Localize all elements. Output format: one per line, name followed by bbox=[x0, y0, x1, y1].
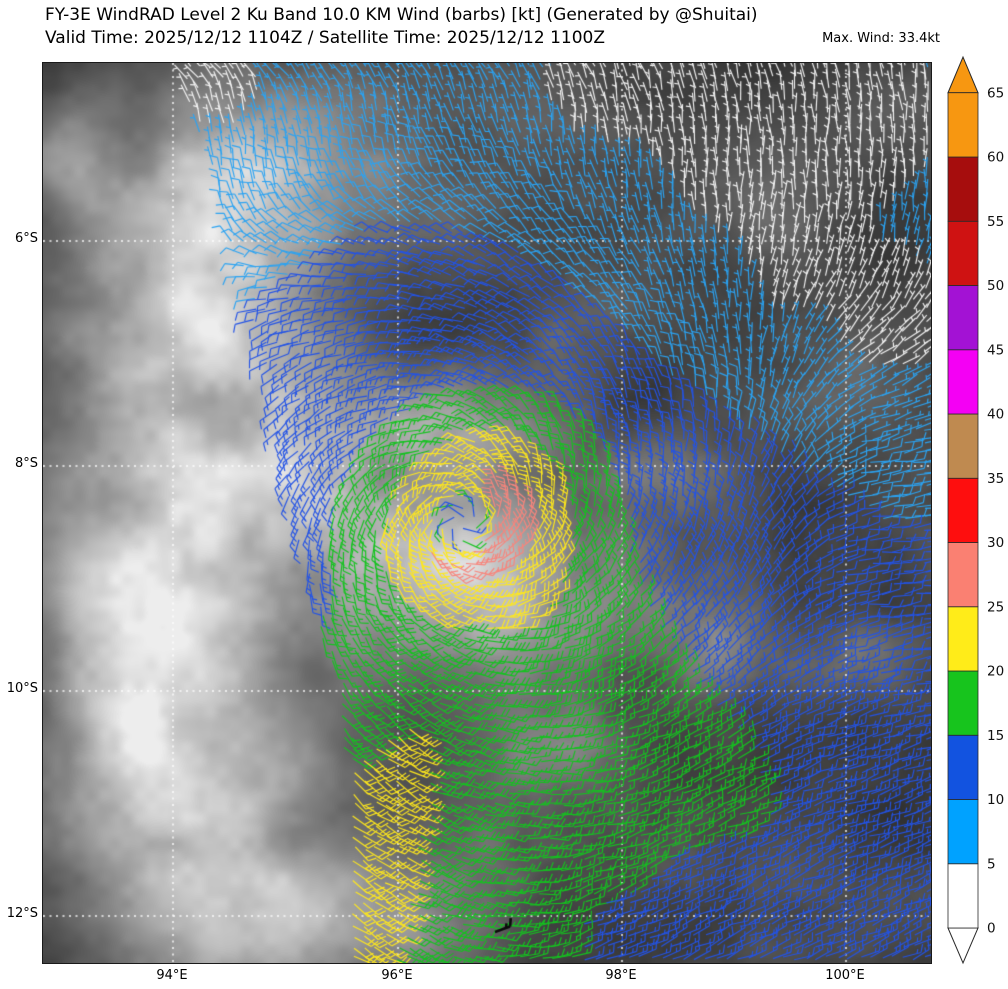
lat-tick-label: 6°S bbox=[14, 231, 38, 246]
lon-tick-label: 96°E bbox=[381, 968, 413, 983]
colorbar-segment bbox=[947, 349, 979, 415]
colorbar-tick-label: 20 bbox=[987, 664, 1004, 680]
lon-tick-label: 94°E bbox=[156, 968, 188, 983]
colorbar-segment bbox=[947, 477, 979, 543]
colorbar-segment bbox=[947, 156, 979, 222]
colorbar-tick-label: 35 bbox=[987, 471, 1004, 487]
colorbar-tick-label: 10 bbox=[987, 792, 1004, 808]
colorbar-segment bbox=[947, 799, 979, 865]
plot-title: FY-3E WindRAD Level 2 Ku Band 10.0 KM Wi… bbox=[45, 5, 758, 25]
colorbar-segment bbox=[947, 92, 979, 158]
colorbar-tick-label: 65 bbox=[987, 85, 1004, 101]
max-wind-label: Max. Wind: 33.4kt bbox=[822, 31, 940, 46]
colorbar-tick-label: 40 bbox=[987, 407, 1004, 423]
colorbar-segment bbox=[947, 413, 979, 479]
colorbar-tick-label: 45 bbox=[987, 342, 1004, 358]
colorbar: 0 5 10 15 20 25 30 35 40 45 50 55 60 65 bbox=[947, 55, 1004, 965]
lat-tick-label: 8°S bbox=[14, 456, 38, 471]
lat-tick-label: 12°S bbox=[6, 906, 38, 921]
colorbar-tick-label: 30 bbox=[987, 535, 1004, 551]
colorbar-tick-label: 50 bbox=[987, 278, 1004, 294]
wind-map-canvas bbox=[42, 62, 932, 964]
lat-tick-label: 10°S bbox=[6, 681, 38, 696]
colorbar-tick-label: 5 bbox=[987, 856, 996, 872]
colorbar-tick-label: 25 bbox=[987, 599, 1004, 615]
colorbar-arrow-top bbox=[947, 55, 979, 94]
colorbar-tick-label: 60 bbox=[987, 150, 1004, 166]
colorbar-tick-label: 55 bbox=[987, 214, 1004, 230]
colorbar-tick-label: 15 bbox=[987, 728, 1004, 744]
lon-tick-label: 98°E bbox=[605, 968, 637, 983]
colorbar-arrow-bottom bbox=[947, 927, 979, 965]
colorbar-segment bbox=[947, 863, 979, 929]
colorbar-segment bbox=[947, 285, 979, 351]
colorbar-segment bbox=[947, 542, 979, 608]
lon-tick-label: 100°E bbox=[825, 968, 865, 983]
colorbar-segment bbox=[947, 670, 979, 736]
colorbar-tick-label: 0 bbox=[987, 921, 996, 937]
colorbar-segment bbox=[947, 606, 979, 672]
colorbar-segment bbox=[947, 734, 979, 800]
plot-valid-time: Valid Time: 2025/12/12 1104Z / Satellite… bbox=[45, 28, 605, 48]
colorbar-segment bbox=[947, 220, 979, 286]
